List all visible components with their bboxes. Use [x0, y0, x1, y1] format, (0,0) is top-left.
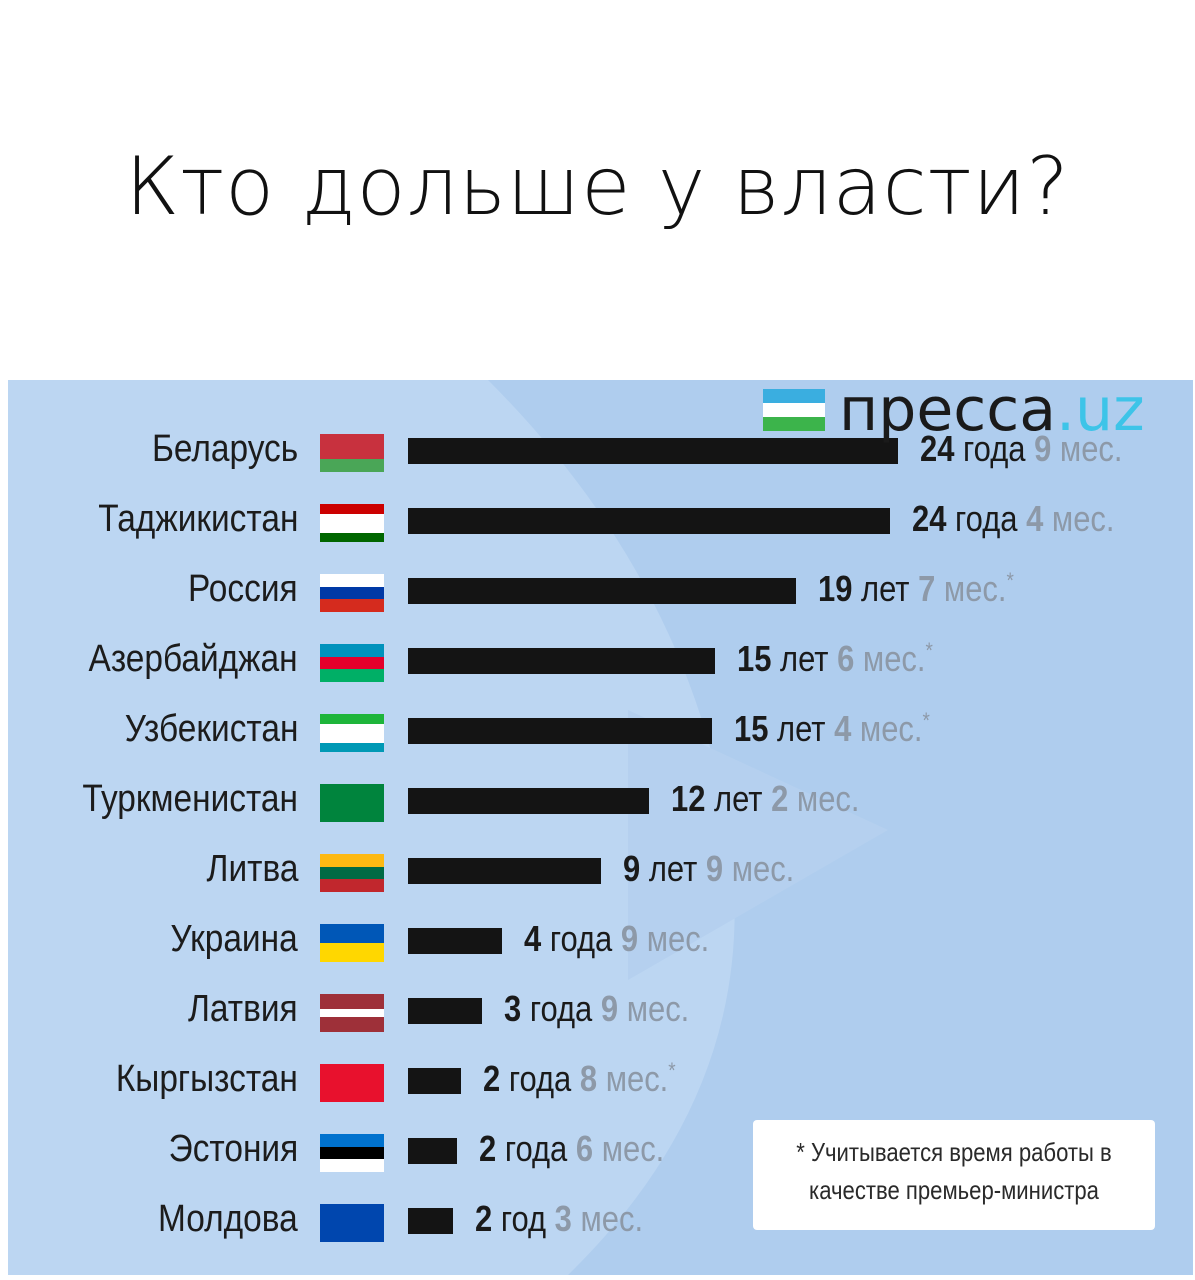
bar: [408, 998, 482, 1024]
flag-moldova-icon: [320, 1204, 384, 1242]
bar-value-label: 2 года 8 мес.*: [483, 1058, 676, 1099]
footnote-line-2: качестве премьер-министра: [809, 1174, 1099, 1205]
flag-russia-icon: [320, 574, 384, 612]
footnote-line-1: * Учитывается время работы в: [796, 1137, 1112, 1167]
bar: [408, 438, 898, 464]
chart-row: Беларусь 24 года 9 мес.: [8, 422, 1193, 482]
bar-value-label: 2 год 3 мес.: [475, 1198, 644, 1239]
chart-row: Азербайджан 15 лет 6 мес.*: [8, 632, 1193, 692]
bar: [408, 788, 649, 814]
flag-kyrgyzstan-icon: [320, 1064, 384, 1102]
bar: [408, 858, 601, 884]
chart-row: Туркменистан 12 лет 2 мес.: [8, 772, 1193, 832]
chart-row: Таджикистан 24 года 4 мес.: [8, 492, 1193, 552]
logo-tld: .uz: [1055, 380, 1145, 445]
presa-uz-logo: пресса.uz: [763, 380, 1145, 440]
bar-value-label: 15 лет 6 мес.*: [737, 638, 933, 679]
country-label: Азербайджан: [88, 638, 298, 680]
bar: [408, 1068, 461, 1094]
flag-ukraine-icon: [320, 924, 384, 962]
bar-chart: Беларусь 24 года 9 мес. Таджикистан 24 года…: [8, 380, 1193, 1275]
bar: [408, 1208, 453, 1234]
flag-uzbekistan-icon: [320, 714, 384, 752]
chart-row: Россия 19 лет 7 мес.*: [8, 562, 1193, 622]
country-label: Украина: [170, 918, 298, 960]
country-label: Беларусь: [151, 428, 298, 470]
bar-value-label: 24 года 9 мес.: [920, 428, 1123, 469]
chart-row: Латвия 3 года 9 мес.: [8, 982, 1193, 1042]
bar-value-label: 2 года 6 мес.: [479, 1128, 665, 1169]
country-label: Узбекистан: [124, 708, 298, 750]
bar: [408, 928, 502, 954]
chart-row: Кыргызстан 2 года 8 мес.*: [8, 1052, 1193, 1112]
footnote-box: * Учитывается время работы в качестве пр…: [753, 1120, 1155, 1230]
flag-latvia-icon: [320, 994, 384, 1032]
country-label: Молдова: [158, 1198, 298, 1240]
bar: [408, 508, 890, 534]
flag-azerbaijan-icon: [320, 644, 384, 682]
bar-value-label: 24 года 4 мес.: [912, 498, 1115, 539]
logo-flag-icon: [763, 389, 825, 431]
chart-row: Молдова 2 год 3 мес.: [8, 1192, 1193, 1252]
country-label: Таджикистан: [97, 498, 298, 540]
flag-belarus-icon: [320, 434, 384, 472]
country-label: Россия: [188, 568, 298, 610]
chart-row: Украина 4 года 9 мес.: [8, 912, 1193, 972]
flag-estonia-icon: [320, 1134, 384, 1172]
bar-value-label: 12 лет 2 мес.: [671, 778, 860, 819]
bar-value-label: 19 лет 7 мес.*: [818, 568, 1014, 609]
country-label: Кыргызстан: [115, 1058, 298, 1100]
logo-name: пресса: [839, 380, 1056, 445]
bar: [408, 578, 796, 604]
flag-turkmenistan-icon: [320, 784, 384, 822]
bar-value-label: 9 лет 9 мес.: [623, 848, 795, 889]
country-label: Туркменистан: [82, 778, 298, 820]
country-label: Латвия: [188, 988, 298, 1030]
bar: [408, 718, 712, 744]
chart-row: Литва 9 лет 9 мес.: [8, 842, 1193, 902]
bar: [408, 648, 715, 674]
page-title: Кто дольше у власти?: [125, 140, 1070, 233]
bar-value-label: 3 года 9 мес.: [504, 988, 690, 1029]
chart-panel: Беларусь 24 года 9 мес. Таджикистан 24 года…: [8, 380, 1193, 1275]
chart-row: Эстония 2 года 6 мес.: [8, 1122, 1193, 1182]
country-label: Литва: [206, 848, 298, 890]
flag-lithuania-icon: [320, 854, 384, 892]
bar-value-label: 15 лет 4 мес.*: [734, 708, 930, 749]
bar-value-label: 4 года 9 мес.: [524, 918, 710, 959]
country-label: Эстония: [168, 1128, 298, 1170]
flag-tajikistan-icon: [320, 504, 384, 542]
chart-row: Узбекистан 15 лет 4 мес.*: [8, 702, 1193, 762]
bar: [408, 1138, 457, 1164]
